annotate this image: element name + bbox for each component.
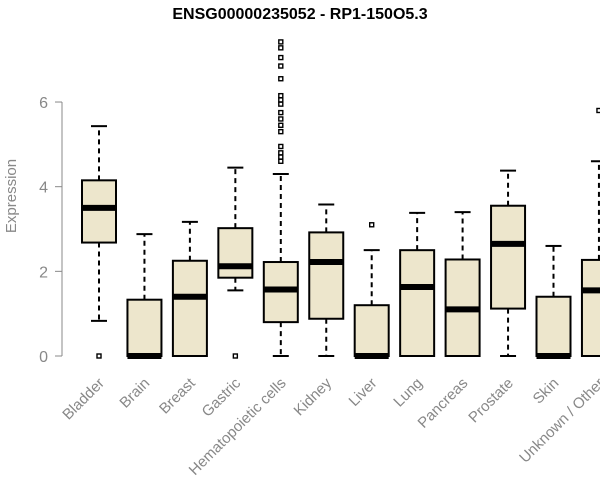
outlier-point	[96, 353, 102, 359]
outlier-point	[278, 92, 284, 99]
box-liver	[353, 222, 390, 359]
iqr-box	[399, 249, 436, 357]
iqr-box	[353, 304, 390, 358]
x-tick-label: Skin	[530, 375, 563, 408]
box-hematopoietic-cells	[262, 39, 299, 357]
x-tick-label: Pancreas	[415, 375, 472, 432]
box-lung	[399, 211, 436, 357]
outlier-point	[232, 353, 239, 359]
y-tick-label: 2	[39, 264, 48, 281]
box-brain	[126, 233, 163, 359]
chart-title: ENSG00000235052 - RP1-150O5.3	[172, 6, 428, 23]
outlier-point	[278, 101, 284, 107]
outlier-point	[278, 150, 284, 156]
box-breast	[171, 220, 208, 358]
box-pancreas	[444, 211, 481, 358]
x-tick-label: Liver	[346, 375, 381, 410]
outlier-point	[278, 76, 284, 82]
outlier-point	[278, 128, 284, 135]
x-tick-label: Breast	[156, 374, 199, 417]
box-gastric	[217, 166, 254, 359]
box-prostate	[490, 169, 527, 357]
x-tick-label: Brain	[116, 375, 153, 412]
box-kidney	[308, 203, 345, 357]
outlier-point	[278, 143, 284, 150]
iqr-box	[308, 231, 345, 320]
x-tick-label: Prostate	[465, 375, 517, 427]
outlier-point	[278, 54, 284, 61]
outlier-point	[369, 222, 375, 228]
iqr-box	[81, 179, 117, 244]
iqr-box	[535, 295, 572, 358]
y-tick-label: 0	[39, 349, 48, 366]
x-tick-label: Kidney	[291, 374, 336, 419]
outlier-point	[278, 39, 284, 45]
iqr-box	[490, 204, 527, 310]
box-skin	[535, 244, 572, 359]
box-bladder	[81, 125, 117, 359]
iqr-box	[126, 298, 163, 358]
outlier-point	[278, 63, 284, 69]
outlier-point	[596, 107, 600, 114]
outlier-point	[278, 122, 284, 129]
outlier-point	[278, 109, 284, 116]
x-tick-label: Lung	[390, 375, 426, 411]
outlier-point	[278, 158, 284, 164]
x-tick-label: Bladder	[59, 375, 108, 424]
iqr-box	[171, 259, 208, 358]
outlier-point	[278, 45, 284, 51]
outlier-point	[278, 116, 284, 122]
y-tick-label: 4	[39, 180, 48, 197]
iqr-box	[217, 227, 254, 279]
y-tick-label: 6	[39, 95, 48, 112]
outlier-point	[278, 97, 284, 103]
iqr-box	[580, 258, 600, 357]
box-unknown-other	[580, 107, 600, 357]
outlier-point	[278, 154, 284, 160]
